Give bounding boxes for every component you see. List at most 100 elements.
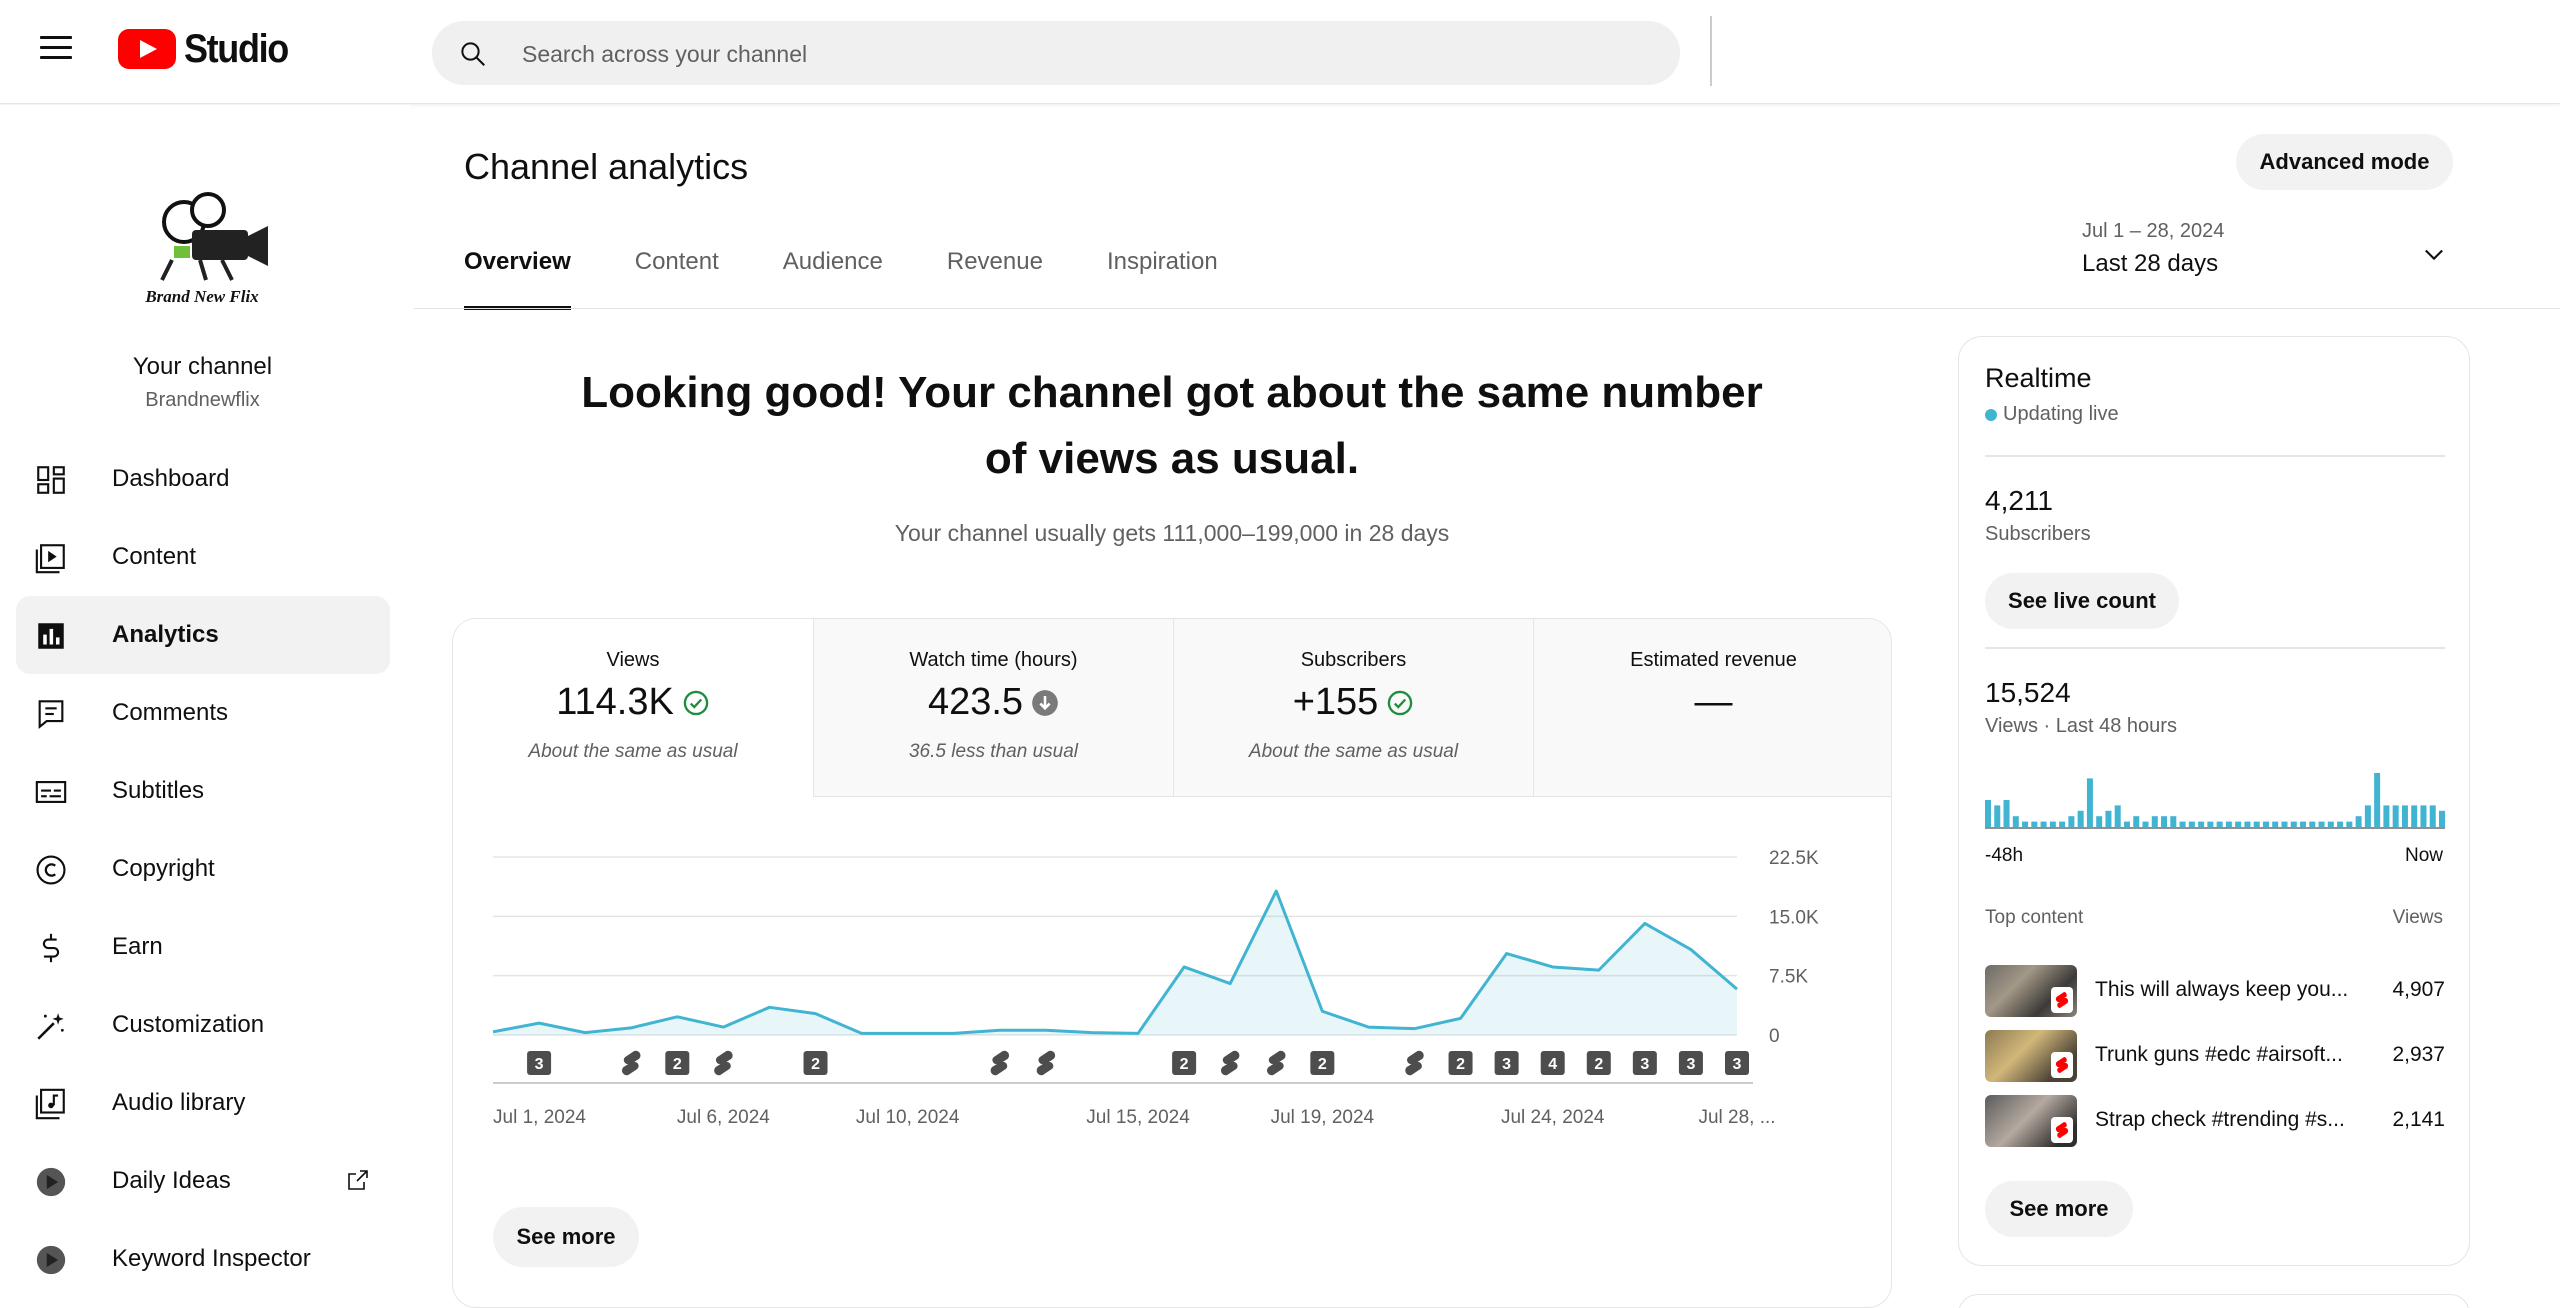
tab-inspiration[interactable]: Inspiration xyxy=(1106,248,1218,275)
sparkline-bar xyxy=(2151,816,2158,827)
sparkline-bar xyxy=(2383,805,2390,827)
channel-avatar[interactable]: Brand New Flix xyxy=(122,180,282,310)
sidebar-item-label: Analytics xyxy=(112,621,219,648)
search-input[interactable]: Search across your channel xyxy=(522,41,808,67)
metric-subscribers[interactable]: Subscribers +155 About the same as usual xyxy=(1173,619,1533,797)
sidebar-item-label: Audio library xyxy=(112,1089,246,1116)
sidebar-item-customization[interactable]: Customization xyxy=(16,986,390,1064)
metric-value: 114.3K xyxy=(556,681,674,723)
metric-title: Estimated revenue xyxy=(1630,649,1797,671)
sidebar-item-label: Earn xyxy=(112,933,163,960)
avatar-text: Brand New Flix xyxy=(144,287,259,306)
daily-ideas-icon xyxy=(36,1167,66,1197)
upload-count-label: 3 xyxy=(1502,1056,1511,1073)
live-dot-icon xyxy=(1985,408,1997,421)
content-icon xyxy=(35,544,65,574)
sidebar-item-subtitles[interactable]: Subtitles xyxy=(16,752,390,830)
sparkline-bar xyxy=(2290,821,2297,827)
metric-note: About the same as usual xyxy=(1248,741,1459,762)
tab-content[interactable]: Content xyxy=(634,248,719,275)
upload-count-marker xyxy=(1632,1051,1657,1075)
sidebar-item-keyword-inspector[interactable]: Keyword Inspector xyxy=(16,1220,390,1298)
customization-icon xyxy=(37,1013,64,1040)
sparkline-bar xyxy=(2309,821,2316,827)
metric-views[interactable]: Views 114.3K About the same as usual xyxy=(453,619,813,797)
shorts-marker-icon xyxy=(621,1050,641,1076)
sparkline-bar xyxy=(2068,816,2075,827)
sidebar-item-earn[interactable]: Earn xyxy=(16,908,390,986)
tab-audience[interactable]: Audience xyxy=(782,248,883,275)
metric-tabs: Views 114.3K About the same as usual Wat… xyxy=(453,619,1891,797)
top-content-item[interactable]: This will always keep you... 4,907 xyxy=(1985,965,2445,1021)
studio-logo[interactable]: Studio xyxy=(118,26,299,72)
top-content-item[interactable]: Strap check #trending #s... 2,141 xyxy=(1985,1095,2445,1151)
see-live-count-button[interactable]: See live count xyxy=(1985,573,2179,629)
tab-overview[interactable]: Overview xyxy=(464,248,571,310)
sparkline-bar xyxy=(2364,805,2371,827)
sidebar-item-audio-library[interactable]: Audio library xyxy=(16,1064,390,1142)
sidebar-item-copyright[interactable]: Copyright xyxy=(16,830,390,908)
audio-library-icon xyxy=(35,1088,65,1120)
sidebar-item-label: Keyword Inspector xyxy=(112,1245,311,1272)
top-content-item[interactable]: Trunk guns #edc #airsoft... 2,937 xyxy=(1985,1030,2445,1086)
sparkline-bar xyxy=(2049,821,2056,827)
shorts-marker-icon xyxy=(1036,1050,1056,1076)
chevron-down-icon xyxy=(2425,249,2443,261)
video-thumbnail xyxy=(1985,1030,2077,1082)
advanced-mode-button[interactable]: Advanced mode xyxy=(2236,134,2453,190)
your-channel-title: Your channel xyxy=(132,353,273,380)
tabs-divider xyxy=(414,308,2560,309)
upload-count-marker xyxy=(1494,1051,1519,1075)
sparkline-bar xyxy=(2272,821,2279,827)
sidebar-item-analytics[interactable]: Analytics xyxy=(16,596,390,674)
metric-value: +155 xyxy=(1292,681,1379,723)
metric-value: — xyxy=(1694,681,1733,723)
shorts-icon xyxy=(2051,987,2073,1013)
analytics-icon xyxy=(38,623,64,649)
top-content-title: Trunk guns #edc #airsoft... xyxy=(2095,1043,2343,1066)
sparkline-bar xyxy=(1985,800,1991,827)
metric-note: 36.5 less than usual xyxy=(908,741,1078,762)
sparkline-bar xyxy=(2355,816,2362,827)
sidebar-item-comments[interactable]: Comments xyxy=(16,674,390,752)
x-tick-label: Jul 1, 2024 xyxy=(493,1107,586,1128)
menu-icon[interactable] xyxy=(40,36,72,62)
sparkline-bar xyxy=(2022,821,2029,827)
upload-count-label: 2 xyxy=(811,1056,820,1073)
sidebar-item-content[interactable]: Content xyxy=(16,518,390,596)
sidebar-item-daily-ideas[interactable]: Daily Ideas xyxy=(16,1142,390,1220)
see-more-button[interactable]: See more xyxy=(493,1207,639,1267)
metric-estimated-revenue[interactable]: Estimated revenue — xyxy=(1533,619,1891,797)
sidebar-nav: Dashboard Content Analytics Comments Sub… xyxy=(16,440,390,1298)
top-bar: Studio Search across your channel xyxy=(0,0,2560,104)
sparkline-bar xyxy=(1994,805,2001,827)
metric-value-row: 114.3K xyxy=(453,681,813,724)
views-chart: 22.5K 15.0K 7.5K 0 3 2 2 2 2 2 3 4 2 3 3 3 Jul 1, 2024 Ju… xyxy=(492,848,1819,1128)
sidebar-item-label: Copyright xyxy=(112,855,215,882)
realtime-panel: Realtime Updating live 4,211 Subscribers… xyxy=(1958,336,2470,1266)
search-bar[interactable]: Search across your channel xyxy=(432,21,1680,85)
external-link-icon[interactable] xyxy=(346,1168,370,1192)
x-tick-label: Jul 19, 2024 xyxy=(1271,1107,1375,1128)
sparkline-bar xyxy=(2253,821,2260,827)
insight-subline: Your channel usually gets 111,000–199,00… xyxy=(894,520,1450,546)
tab-revenue[interactable]: Revenue xyxy=(946,248,1043,275)
sidebar-item-label: Subtitles xyxy=(112,777,205,804)
metric-title: Subscribers xyxy=(1300,649,1407,671)
upload-count-label: 3 xyxy=(1686,1056,1695,1073)
dashboard-icon xyxy=(37,466,65,494)
sidebar-item-label: Content xyxy=(112,543,197,570)
realtime-see-more-button[interactable]: See more xyxy=(1985,1181,2133,1237)
metric-watch-time[interactable]: Watch time (hours) 423.5 36.5 less than … xyxy=(813,619,1173,797)
page-title: Channel analytics xyxy=(464,146,749,187)
upload-count-marker xyxy=(665,1051,690,1075)
metric-value-row: — xyxy=(1534,681,1891,724)
sparkline-bar xyxy=(2142,821,2149,827)
date-range-picker[interactable]: Jul 1 – 28, 2024 Last 28 days xyxy=(2082,220,2462,300)
sidebar-item-dashboard[interactable]: Dashboard xyxy=(16,440,390,518)
copyright-icon xyxy=(36,855,66,885)
top-content-label: Top content xyxy=(1985,907,2084,928)
search-icon[interactable] xyxy=(458,39,488,69)
sparkline-bar xyxy=(2318,821,2325,827)
sidebar: Brand New Flix Your channel Brandnewflix… xyxy=(0,105,410,1308)
